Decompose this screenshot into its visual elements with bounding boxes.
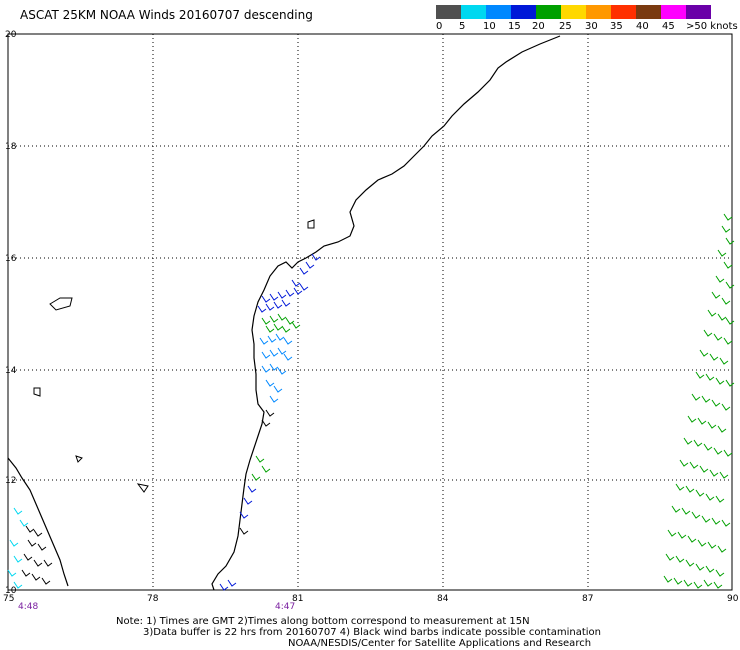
legend-swatch-8 [611, 5, 636, 19]
legend-swatch-10 [661, 5, 686, 19]
legend-label: 35 [610, 21, 623, 32]
legend-swatch-3 [486, 5, 511, 19]
lat-tick: 16 [5, 254, 17, 264]
lat-tick: 10 [5, 586, 17, 596]
island [307, 219, 315, 229]
lat-tick: 12 [5, 476, 16, 486]
map-frame [7, 33, 733, 591]
lon-tick: 81 [292, 594, 303, 604]
note-line-1: Note: 1) Times are GMT 2)Times along bot… [116, 616, 530, 627]
pass-time-label: 4:47 [275, 602, 295, 612]
legend-swatch-1 [436, 5, 461, 19]
island [75, 455, 83, 463]
legend-label: 25 [559, 21, 572, 32]
legend-swatch-11 [686, 5, 711, 19]
map-title: ASCAT 25KM NOAA Winds 20160707 descendin… [20, 8, 313, 22]
legend-swatch-6 [561, 5, 586, 19]
legend-swatch-7 [586, 5, 611, 19]
pass-time-label: 4:48 [18, 602, 38, 612]
lat-tick: 20 [5, 30, 17, 40]
legend-swatch-4 [511, 5, 536, 19]
coastline-india-east [211, 35, 561, 591]
lon-tick: 75 [3, 594, 14, 604]
note-line-3: NOAA/NESDIS/Center for Satellite Applica… [288, 638, 592, 649]
legend-swatch-2 [461, 5, 486, 19]
island [33, 387, 41, 397]
legend-label: 10 [483, 21, 496, 32]
footnotes: Note: 1) Times are GMT 2)Times along bot… [116, 616, 601, 649]
lon-tick: 90 [727, 594, 739, 604]
legend-label: 5 [459, 21, 466, 32]
legend-label: 40 [636, 21, 649, 32]
legend-label: >50 knots [686, 21, 738, 32]
lat-tick: 18 [5, 142, 17, 152]
lon-tick: 87 [582, 594, 593, 604]
legend-label: 45 [662, 21, 675, 32]
lat-tick: 14 [5, 366, 17, 376]
wind-speed-color-scale [436, 5, 711, 19]
legend-labels: 0 5 10 15 20 25 30 35 40 45 >50 knots [430, 21, 740, 35]
coastal-wind-barbs [219, 253, 321, 591]
east-wind-barbs [663, 213, 735, 589]
legend-label: 0 [436, 21, 443, 32]
southwest-wind-barbs [7, 507, 53, 589]
lon-tick: 78 [147, 594, 159, 604]
coastline-southwest [7, 457, 69, 587]
island [49, 297, 73, 311]
legend-label: 20 [532, 21, 545, 32]
island [136, 483, 149, 493]
lon-tick: 84 [437, 594, 449, 604]
lat-lon-grid [8, 34, 732, 590]
legend-label: 15 [508, 21, 521, 32]
note-line-2: 3)Data buffer is 22 hrs from 20160707 4)… [143, 627, 601, 638]
legend-swatch-9 [636, 5, 661, 19]
legend-swatch-5 [536, 5, 561, 19]
legend-label: 30 [585, 21, 598, 32]
